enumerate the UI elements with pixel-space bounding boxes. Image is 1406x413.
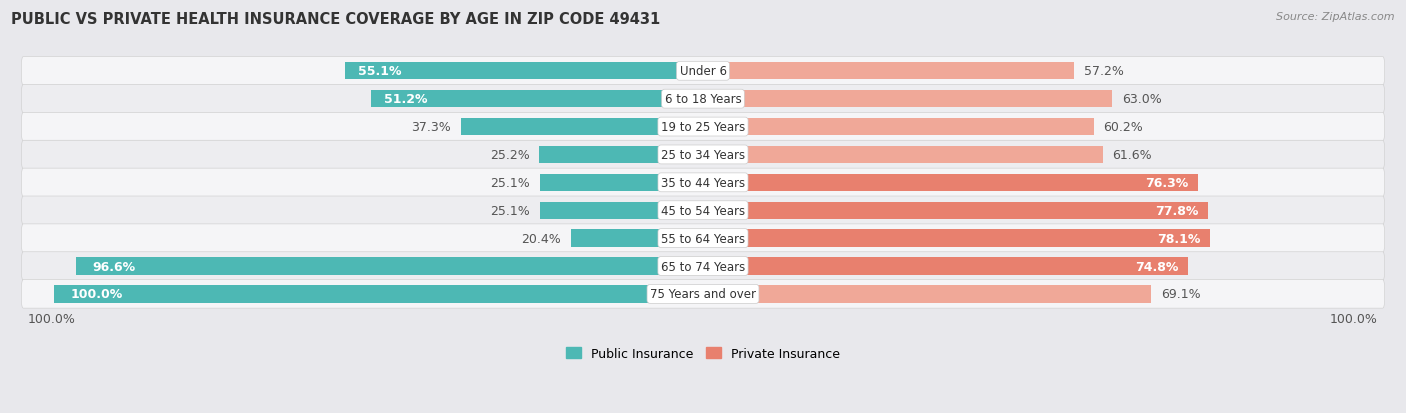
Text: 25.1%: 25.1%: [491, 176, 530, 190]
Bar: [703, 202, 1208, 219]
Text: 77.8%: 77.8%: [1154, 204, 1198, 217]
Bar: [703, 285, 1152, 303]
Text: 76.3%: 76.3%: [1146, 176, 1188, 190]
Bar: [703, 63, 1074, 80]
Text: 55.1%: 55.1%: [359, 65, 402, 78]
FancyBboxPatch shape: [21, 252, 1385, 280]
Text: Source: ZipAtlas.com: Source: ZipAtlas.com: [1277, 12, 1395, 22]
Text: Under 6: Under 6: [679, 65, 727, 78]
Bar: [703, 174, 1198, 192]
FancyBboxPatch shape: [21, 280, 1385, 309]
Bar: [703, 230, 1211, 247]
Text: 96.6%: 96.6%: [93, 260, 135, 273]
Text: 51.2%: 51.2%: [384, 93, 427, 106]
Legend: Public Insurance, Private Insurance: Public Insurance, Private Insurance: [561, 342, 845, 365]
Bar: [346, 63, 703, 80]
Text: 65 to 74 Years: 65 to 74 Years: [661, 260, 745, 273]
Text: 45 to 54 Years: 45 to 54 Years: [661, 204, 745, 217]
Bar: [703, 119, 1094, 136]
FancyBboxPatch shape: [21, 224, 1385, 253]
Text: 35 to 44 Years: 35 to 44 Years: [661, 176, 745, 190]
Bar: [76, 258, 703, 275]
Text: 57.2%: 57.2%: [1084, 65, 1123, 78]
Bar: [703, 147, 1102, 164]
Bar: [703, 91, 1112, 108]
Text: 60.2%: 60.2%: [1104, 121, 1143, 134]
Bar: [571, 230, 703, 247]
Text: 100.0%: 100.0%: [1330, 312, 1378, 325]
Text: 75 Years and over: 75 Years and over: [650, 288, 756, 301]
Text: 61.6%: 61.6%: [1112, 149, 1152, 161]
Text: 20.4%: 20.4%: [522, 232, 561, 245]
Bar: [53, 285, 703, 303]
Text: 74.8%: 74.8%: [1136, 260, 1178, 273]
Text: 100.0%: 100.0%: [70, 288, 122, 301]
Bar: [371, 91, 703, 108]
Text: 6 to 18 Years: 6 to 18 Years: [665, 93, 741, 106]
Bar: [461, 119, 703, 136]
Text: 100.0%: 100.0%: [28, 312, 76, 325]
Bar: [540, 202, 703, 219]
Bar: [540, 147, 703, 164]
Text: 19 to 25 Years: 19 to 25 Years: [661, 121, 745, 134]
Bar: [540, 174, 703, 192]
FancyBboxPatch shape: [21, 113, 1385, 141]
Text: 69.1%: 69.1%: [1161, 288, 1201, 301]
Text: 25.2%: 25.2%: [489, 149, 530, 161]
FancyBboxPatch shape: [21, 197, 1385, 225]
FancyBboxPatch shape: [21, 141, 1385, 169]
Text: 25.1%: 25.1%: [491, 204, 530, 217]
Text: 37.3%: 37.3%: [412, 121, 451, 134]
FancyBboxPatch shape: [21, 85, 1385, 114]
FancyBboxPatch shape: [21, 169, 1385, 197]
Bar: [703, 258, 1188, 275]
FancyBboxPatch shape: [21, 57, 1385, 86]
Text: PUBLIC VS PRIVATE HEALTH INSURANCE COVERAGE BY AGE IN ZIP CODE 49431: PUBLIC VS PRIVATE HEALTH INSURANCE COVER…: [11, 12, 661, 27]
Text: 25 to 34 Years: 25 to 34 Years: [661, 149, 745, 161]
Text: 55 to 64 Years: 55 to 64 Years: [661, 232, 745, 245]
Text: 78.1%: 78.1%: [1157, 232, 1201, 245]
Text: 63.0%: 63.0%: [1122, 93, 1161, 106]
